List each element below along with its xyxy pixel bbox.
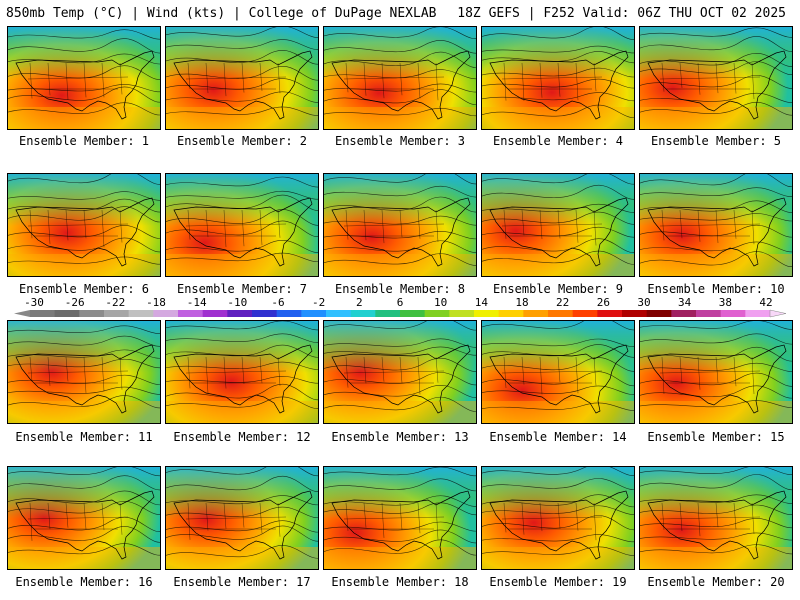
colorbar-tick-label: 18: [515, 296, 529, 309]
colorbar-tick-label: 2: [356, 296, 363, 309]
colorbar-tick-label: 38: [718, 296, 732, 309]
colorbar-swatch: [646, 310, 672, 317]
colorbar-swatch: [474, 310, 500, 317]
colorbar-swatch: [572, 310, 598, 317]
ensemble-member-map: [165, 466, 319, 570]
ensemble-member-caption: Ensemble Member: 3: [334, 134, 466, 148]
colorbar-tick-label: 26: [596, 296, 610, 309]
ensemble-member-map: [481, 26, 635, 130]
ensemble-member-map: [7, 173, 161, 277]
ensemble-member-map: [639, 173, 793, 277]
colorbar-swatch: [202, 310, 228, 317]
ensemble-member-map: [481, 173, 635, 277]
ensemble-member-caption: Ensemble Member: 13: [331, 430, 469, 444]
colorbar-swatch: [424, 310, 450, 317]
ensemble-member-caption: Ensemble Member: 18: [331, 575, 469, 589]
colorbar-tick-label: -30: [24, 296, 44, 309]
ensemble-member-caption: Ensemble Member: 19: [489, 575, 627, 589]
ensemble-member-map: [7, 320, 161, 424]
colorbar-swatch: [671, 310, 697, 317]
colorbar-swatch: [227, 310, 253, 317]
colorbar-tick-label: 42: [759, 296, 773, 309]
colorbar-swatch: [375, 310, 401, 317]
colorbar-tick-label: 30: [637, 296, 651, 309]
colorbar-swatch: [276, 310, 302, 317]
colorbar-tick-label: -2: [312, 296, 326, 309]
ensemble-member-map: [323, 26, 477, 130]
ensemble-member-caption: Ensemble Member: 11: [15, 430, 153, 444]
colorbar-swatch: [178, 310, 204, 317]
colorbar-swatch: [622, 310, 648, 317]
ensemble-member-caption: Ensemble Member: 15: [647, 430, 785, 444]
colorbar-swatch: [597, 310, 623, 317]
ensemble-member-map: [7, 466, 161, 570]
ensemble-member-caption: Ensemble Member: 10: [647, 282, 785, 296]
colorbar-tick-label: -18: [146, 296, 166, 309]
ensemble-member-map: [481, 466, 635, 570]
colorbar-tick-label: 22: [556, 296, 570, 309]
colorbar-swatch: [252, 310, 278, 317]
colorbar-swatch: [449, 310, 475, 317]
colorbar-high-arrow: [769, 309, 787, 318]
temperature-colorbar: [14, 309, 787, 318]
ensemble-member-caption: Ensemble Member: 17: [173, 575, 311, 589]
ensemble-member-map: [323, 466, 477, 570]
colorbar-tick-label: 6: [396, 296, 404, 309]
colorbar-swatch: [400, 310, 426, 317]
ensemble-member-map: [323, 173, 477, 277]
colorbar-swatch: [498, 310, 524, 317]
colorbar-tick-label: 14: [474, 296, 488, 309]
ensemble-member-map: [481, 320, 635, 424]
ensemble-member-caption: Ensemble Member: 20: [647, 575, 785, 589]
ensemble-member-caption: Ensemble Member: 1: [18, 134, 150, 148]
colorbar-swatch: [153, 310, 179, 317]
ensemble-member-caption: Ensemble Member: 7: [176, 282, 308, 296]
colorbar-swatch: [350, 310, 376, 317]
colorbar-tick-label: -6: [271, 296, 285, 309]
ensemble-member-map: [165, 320, 319, 424]
ensemble-member-caption: Ensemble Member: 16: [15, 575, 153, 589]
colorbar-swatch: [104, 310, 130, 317]
ensemble-member-caption: Ensemble Member: 8: [334, 282, 466, 296]
ensemble-member-map: [639, 320, 793, 424]
colorbar-tick-label: -14: [186, 296, 207, 309]
ensemble-member-map: [323, 320, 477, 424]
colorbar-swatch: [696, 310, 722, 317]
colorbar-tick-label: -26: [64, 296, 85, 309]
colorbar-tick-label: 10: [434, 296, 448, 309]
ensemble-member-caption: Ensemble Member: 14: [489, 430, 627, 444]
ensemble-member-caption: Ensemble Member: 12: [173, 430, 311, 444]
colorbar-swatch: [128, 310, 154, 317]
colorbar-tick-label: 34: [678, 296, 692, 309]
colorbar-swatch: [326, 310, 352, 317]
ensemble-member-caption: Ensemble Member: 9: [492, 282, 624, 296]
colorbar-swatch: [745, 310, 771, 317]
ensemble-member-map: [639, 26, 793, 130]
run-valid-time: 18Z GEFS | F252 Valid: 06Z THU OCT 02 20…: [457, 6, 786, 21]
colorbar-swatch: [30, 310, 56, 317]
ensemble-member-map: [639, 466, 793, 570]
colorbar-swatch: [548, 310, 574, 317]
colorbar-swatch: [301, 310, 327, 317]
ensemble-member-map: [165, 173, 319, 277]
ensemble-member-caption: Ensemble Member: 6: [18, 282, 150, 296]
colorbar-swatch: [79, 310, 105, 317]
colorbar-swatch: [720, 310, 746, 317]
ensemble-member-caption: Ensemble Member: 4: [492, 134, 624, 148]
colorbar-tick-label: -10: [227, 296, 248, 309]
ensemble-member-caption: Ensemble Member: 2: [176, 134, 308, 148]
colorbar-tick-label: -22: [105, 296, 126, 309]
colorbar-low-arrow: [14, 310, 30, 317]
ensemble-member-caption: Ensemble Member: 5: [650, 134, 782, 148]
colorbar-swatch: [523, 310, 549, 317]
map-title: 850mb Temp (°C) | Wind (kts) | College o…: [6, 6, 437, 21]
colorbar-swatch: [54, 310, 80, 317]
ensemble-member-map: [165, 26, 319, 130]
ensemble-member-map: [7, 26, 161, 130]
